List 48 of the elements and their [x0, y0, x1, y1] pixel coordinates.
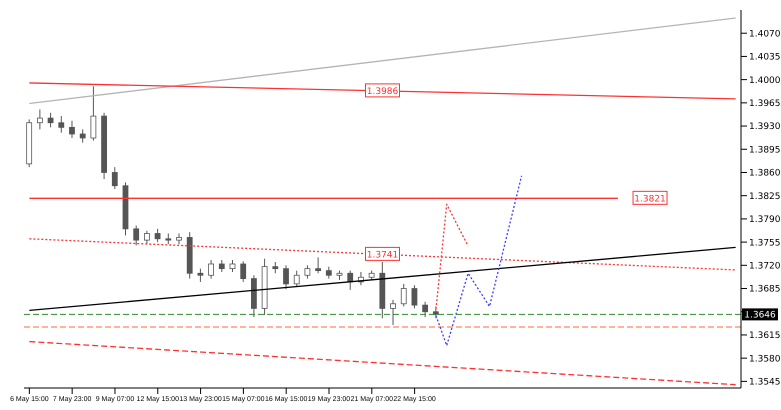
candlestick	[198, 268, 204, 282]
candlestick	[336, 270, 342, 280]
candlestick	[36, 108, 43, 130]
series-label: 1.3986	[366, 86, 399, 97]
candlestick	[230, 260, 236, 272]
series-label: 1.3741	[366, 250, 398, 260]
candlestick	[326, 266, 332, 280]
candlestick	[294, 270, 300, 288]
candlestick	[112, 166, 118, 190]
candlestick	[412, 284, 418, 309]
y-tick-label: 1.3965	[749, 99, 780, 110]
y-tick-label: 1.4070	[749, 29, 781, 40]
candlestick	[218, 260, 225, 272]
candlestick	[208, 260, 214, 280]
candlestick	[69, 120, 75, 138]
candlestick	[176, 232, 182, 245]
ref-line-label: 1.3646	[744, 310, 776, 320]
y-tick-label: 1.3720	[749, 262, 781, 272]
y-tick-label: 1.3790	[749, 215, 781, 226]
candlestick	[58, 116, 64, 134]
candlestick	[133, 225, 140, 246]
y-tick-label: 1.3825	[749, 192, 780, 202]
candlestick	[422, 301, 428, 318]
y-tick-label: 1.4000	[749, 76, 781, 86]
candlestick	[48, 112, 54, 128]
series-label: 1.3821	[634, 194, 666, 204]
candlestick	[315, 256, 322, 274]
candlestick	[272, 262, 278, 274]
y-tick-label: 1.3615	[749, 331, 780, 342]
candlestick	[304, 264, 310, 280]
candlestick	[390, 299, 396, 326]
y-tick-label: 1.3860	[749, 168, 781, 179]
candlestick	[80, 128, 86, 144]
candlestick	[154, 228, 160, 243]
candlestick	[240, 260, 246, 282]
y-tick-label: 1.3580	[749, 354, 781, 364]
y-tick-label: 1.4035	[749, 52, 780, 63]
candlestick	[400, 283, 407, 307]
y-tick-label: 1.3545	[749, 378, 780, 388]
candlestick	[283, 264, 289, 290]
y-tick-label: 1.3755	[749, 238, 780, 248]
y-tick-label: 1.3930	[749, 122, 781, 132]
candlestick	[368, 270, 375, 280]
y-tick-label: 1.3895	[749, 145, 780, 156]
candlestick	[165, 232, 172, 245]
candlestick	[90, 86, 96, 142]
y-tick-label: 1.3685	[749, 284, 780, 295]
candlestick	[144, 230, 150, 245]
